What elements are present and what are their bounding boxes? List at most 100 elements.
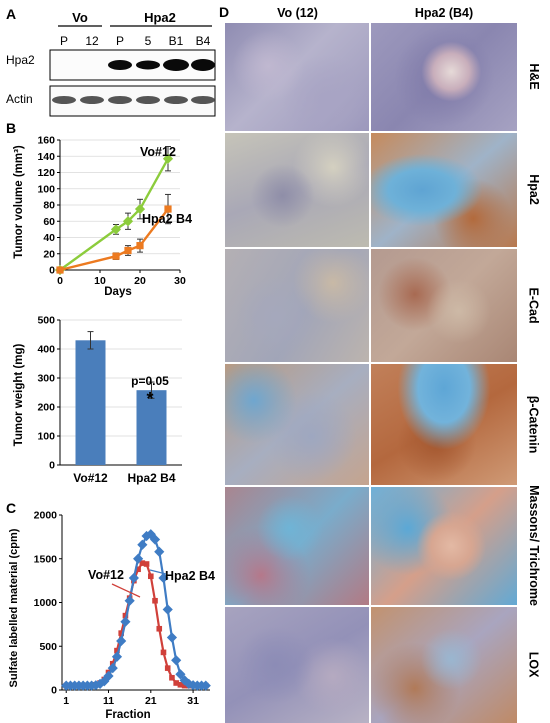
data-point [122,612,129,619]
y-tick-label: 100 [37,183,55,195]
blot-band [163,59,189,71]
tumor-volume-chart: 0 20 40 60 80 100 120 140 160 0 10 20 30 Tumor volum… [13,135,192,299]
data-point [171,655,182,666]
y-tick-label: 0 [49,265,55,277]
x-tick-label: 30 [174,275,186,287]
x-tick-label: 20 [134,275,146,287]
y-tick-label: 120 [37,167,55,179]
blot-band [191,96,215,104]
data-point [166,632,178,643]
data-point [134,203,146,215]
y-tick-label: 80 [43,200,55,212]
bar [75,340,106,465]
data-point [160,649,167,656]
y-tick-label: 1000 [34,597,58,609]
x-tick-label: 11 [103,695,114,707]
panel-label-d: D [219,4,230,20]
row-label-hpa2: Hpa2 [526,174,541,206]
data-point [152,597,158,604]
histo-vo12-hpa2 [225,133,369,247]
data-point [124,595,135,606]
blot-band [108,96,132,104]
x-tick-label: 1 [63,695,69,707]
y-tick-label: 20 [43,248,55,260]
blot-band [52,96,76,104]
panel-label-a: A [6,6,17,22]
row-label-bcatenin: β-Catenin [526,395,541,454]
y-tick-label: 40 [43,232,55,244]
col-header-vo12: Vo (12) [277,6,318,20]
blot-lane-label: B1 [169,34,184,48]
histo-vo12-massons [225,487,369,605]
y-tick-label: 300 [37,373,55,385]
data-point [128,572,139,584]
blot-membrane-hpa2 [49,49,216,81]
data-point [124,246,132,255]
histo-hpa2b4-bcatenin [371,364,517,485]
bar [136,390,167,465]
series-label-hpa2b4: Hpa2 B4 [165,569,215,583]
data-point [177,681,184,688]
blot-band [80,96,104,104]
panel-label-c: C [6,500,17,516]
x-tick-label: 31 [187,695,199,707]
y-tick-label: 160 [37,135,55,147]
data-point [114,647,120,654]
data-point [164,205,172,213]
y-axis-label: Sulfate labelled material (cpm) [8,528,20,687]
histo-vo12-lox [225,607,369,723]
data-point [139,560,146,566]
blot-lane-label: P [60,34,68,48]
row-label-he: H&E [526,63,541,91]
series-label-vo12: Vo#12 [140,145,176,159]
row-label-ecad: E-Cad [526,287,541,324]
blot-lane-label: B4 [196,34,211,48]
blot-lane-label: P [116,34,124,48]
y-tick-label: 500 [39,641,57,653]
series-label-hpa2b4: Hpa2 B4 [142,212,192,226]
blot-lane-label: 5 [145,34,152,48]
blot-lane-label: 12 [85,34,99,48]
y-tick-label: 500 [37,315,55,327]
x-axis-label: Fraction [105,709,150,721]
col-header-hpa2b4: Hpa2 (B4) [414,6,474,20]
data-point [164,665,171,671]
histo-hpa2b4-he [371,23,517,131]
data-point [137,539,148,550]
data-point [56,266,64,274]
bar-annotation-pvalue: p=0.05 [131,374,169,388]
blot-row-label-hpa2: Hpa2 [6,53,35,67]
data-point [112,252,120,260]
data-point [169,674,175,681]
blot-band [108,60,132,70]
histo-vo12-ecad [225,249,369,362]
data-point [136,242,144,250]
data-point [154,546,165,557]
x-tick-label: 0 [57,275,63,287]
y-tick-label: 0 [51,685,57,697]
y-axis-label: Tumor volume (mm³) [13,145,25,259]
blot-band [164,96,188,104]
data-point [181,682,188,689]
label-pointer [149,569,167,575]
histo-vo12-bcatenin [225,364,369,485]
data-point [135,566,141,573]
blot-band [136,60,160,70]
data-point [162,604,173,615]
histo-hpa2b4-hpa2 [371,133,517,247]
data-point [118,630,124,636]
x-category-label: Vo#12 [73,471,108,485]
label-pointer [111,583,141,598]
histo-hpa2b4-lox [371,607,517,723]
y-tick-label: 100 [37,431,55,443]
y-tick-label: 400 [37,344,55,356]
data-point [173,680,179,686]
western-blot: Vo Hpa2 P 12 P 5 B1 B4 Hpa2 Actin [6,10,216,117]
blot-band [136,96,160,104]
y-tick-label: 2000 [34,510,58,522]
y-tick-label: 200 [37,402,55,414]
row-label-lox: LOX [526,652,541,678]
panel-label-b: B [6,120,17,136]
histo-vo12-he [225,23,369,131]
